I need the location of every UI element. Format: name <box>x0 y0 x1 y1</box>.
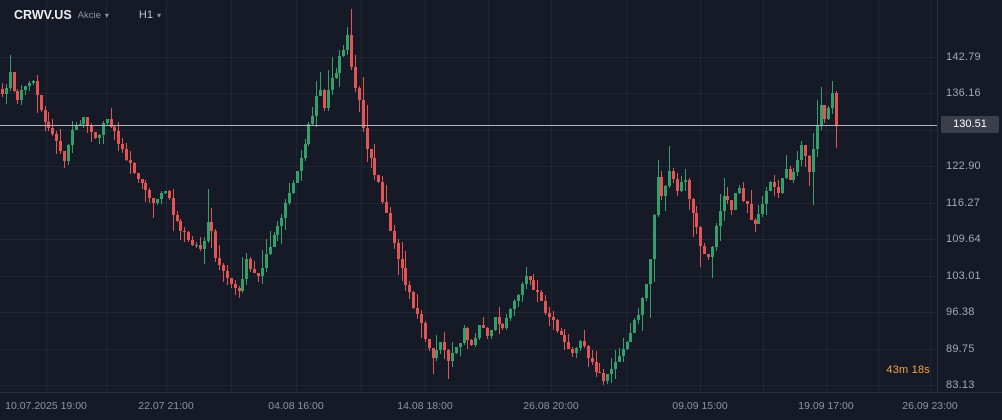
current-price-badge: 130.51 <box>941 116 999 134</box>
price-axis-label: 103.01 <box>946 269 981 282</box>
price-axis-label: 109.64 <box>946 233 981 246</box>
instrument-type-label: Akcie <box>77 9 101 21</box>
symbol-selector[interactable]: CRWV.US Akcie ▾ <box>14 8 109 22</box>
chevron-down-icon: ▾ <box>156 10 161 20</box>
time-axis-label: 26.08 20:00 <box>523 400 579 412</box>
price-axis-label: 89.75 <box>946 342 975 355</box>
time-axis-label: 26.09 23:00 <box>902 400 958 412</box>
chart-header: CRWV.US Akcie ▾ H1 ▾ <box>14 8 161 22</box>
price-axis[interactable]: 130.51 142.79 136.16 122.90 116.27 109.64 103… <box>937 0 1002 392</box>
countdown-minutes: 43m <box>886 364 909 376</box>
time-axis[interactable]: 10.07.2025 19:00 22.07 21:00 04.08 16:00 14… <box>0 392 1002 420</box>
price-axis-label: 116.27 <box>946 196 981 209</box>
price-axis-label: 122.90 <box>946 160 981 173</box>
time-axis-label: 19.09 17:00 <box>798 400 854 412</box>
price-axis-label: 136.16 <box>946 87 981 100</box>
time-axis-label: 10.07.2025 19:00 <box>5 400 87 412</box>
candle-countdown: 43m 18s <box>886 364 930 376</box>
price-axis-label: 83.13 <box>946 379 975 392</box>
countdown-seconds: 18s <box>911 364 930 376</box>
time-axis-label: 04.08 16:00 <box>268 400 324 412</box>
time-axis-label: 14.08 18:00 <box>397 400 453 412</box>
timeframe-selector[interactable]: H1 ▾ <box>139 9 161 21</box>
time-axis-label: 22.07 21:00 <box>138 400 194 412</box>
chevron-down-icon: ▾ <box>104 10 109 20</box>
price-axis-label: 142.79 <box>946 51 981 64</box>
symbol-name: CRWV.US <box>14 8 72 22</box>
candlestick-chart[interactable] <box>0 0 937 392</box>
timeframe-label: H1 <box>138 9 153 21</box>
time-axis-label: 09.09 15:00 <box>672 400 728 412</box>
price-axis-label: 96.38 <box>946 306 975 319</box>
